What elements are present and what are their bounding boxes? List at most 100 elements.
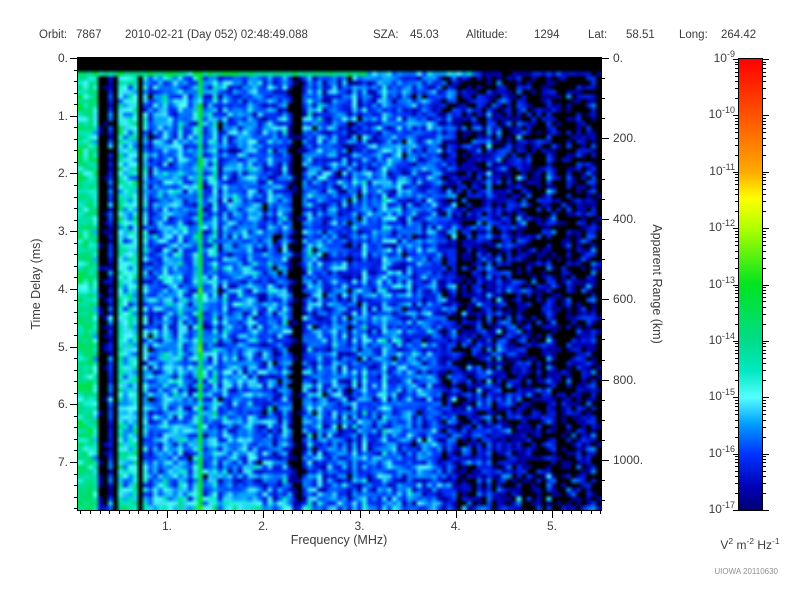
y-right-minor-tick [601,419,605,421]
colorbar-minor-tick [762,297,766,298]
y-left-minor-tick [74,92,78,94]
colorbar-minor-tick [735,402,739,404]
y-right-minor-tick [601,178,605,180]
spectrogram-canvas [78,58,601,510]
colorbar-minor-tick [735,71,739,73]
y-right-tick-label: 200. [613,131,637,146]
colorbar-minor-tick [735,343,739,345]
sza-label: SZA: [373,29,399,41]
colorbar-minor-tick [762,137,766,139]
colorbar-minor-tick [762,493,766,495]
colorbar-minor-tick [762,257,766,259]
colorbar-minor-tick [735,81,739,83]
y-right-minor-tick [601,279,605,281]
colorbar-minor-tick [735,188,739,190]
colorbar-minor-tick [762,459,766,461]
x-minor-tick [600,510,602,514]
x-tick-label: 2. [258,519,269,533]
colorbar-minor-tick [762,174,766,176]
x-minor-tick [446,510,448,514]
colorbar-minor-tick [762,120,766,122]
y-left-minor-tick [74,254,78,256]
colorbar-minor-tick [762,236,766,238]
y-right-major-tick [601,379,609,381]
colorbar-minor-tick [762,399,766,401]
colorbar-minor-tick [762,245,766,247]
x-minor-tick [186,510,188,514]
colorbar-minor-tick [735,201,739,203]
colorbar-minor-tick [762,414,766,416]
x-minor-tick [436,510,438,514]
x-minor-tick [571,510,573,514]
colorbar-minor-tick [762,233,766,235]
colorbar-minor-tick [735,75,739,77]
y-left-tick-label: 4. [57,281,68,296]
y-left-minor-tick [74,81,78,83]
x-minor-tick [301,510,303,514]
sza-value: 45.03 [410,29,439,41]
x-minor-tick [109,510,111,514]
colorbar-minor-tick [762,466,766,468]
x-minor-tick [80,510,82,514]
x-minor-tick [532,510,534,514]
lat-label: Lat: [588,29,608,41]
colorbar-minor-tick [762,405,766,407]
colorbar-minor-tick [762,409,766,411]
colorbar-minor-tick [735,353,739,355]
x-minor-tick [561,510,563,514]
y-left-minor-tick [74,69,78,71]
units-base: V [720,538,729,552]
y-right-minor-tick [601,98,605,100]
y-left-minor-tick [74,265,78,267]
colorbar-minor-tick [735,257,739,259]
y-left-minor-tick [74,161,78,163]
orbit-label: Orbit: [39,29,68,41]
y-left-major-tick [70,461,78,463]
x-major-tick [552,510,553,518]
x-minor-tick [99,510,101,514]
colorbar-minor-tick [762,456,766,458]
colorbar-minor-tick [735,306,739,308]
x-minor-tick [234,510,236,514]
y-right-tick-label: 400. [613,211,637,226]
colorbar-minor-tick [735,250,739,252]
y-left-tick-label: 7. [57,454,68,469]
x-minor-tick [523,510,525,514]
y-left-minor-tick [74,311,78,313]
datetime-value: 2010-02-21 (Day 052) 02:48:49.088 [125,29,308,41]
colorbar-minor-tick [762,132,766,134]
colorbar-major-tick [733,397,739,399]
colorbar-minor-tick [735,409,739,411]
colorbar-minor-tick [735,399,739,401]
colorbar-minor-tick [762,154,766,156]
colorbar-minor-tick [735,98,739,100]
y-right-tick-label: 0. [613,51,624,65]
y-left-minor-tick [74,508,78,510]
colorbar-minor-tick [735,144,739,146]
colorbar-minor-tick [762,250,766,252]
colorbar-minor-tick [762,363,766,365]
x-minor-tick [118,510,120,514]
y-right-major-tick [601,58,609,59]
colorbar-minor-tick [735,240,739,242]
colorbar-minor-tick [735,357,739,359]
plot-frame [77,57,602,511]
x-major-tick [359,510,361,518]
y-right-major-tick [601,460,609,461]
y-right-major-tick [601,138,609,140]
colorbar-major-tick [762,397,769,399]
colorbar-minor-tick [735,462,739,464]
colorbar-tick-label: 10-17 [708,500,735,517]
y-left-minor-tick [74,427,78,429]
colorbar-minor-tick [762,476,766,478]
colorbar-minor-tick [762,194,766,196]
colorbar-minor-tick [762,98,766,100]
colorbar-minor-tick [762,436,766,438]
x-minor-tick [321,510,322,514]
colorbar-minor-tick [735,67,739,69]
colorbar-minor-tick [735,301,739,303]
x-minor-tick [195,510,197,514]
colorbar-tick-label: 10-11 [709,161,735,178]
x-major-tick [263,510,265,518]
